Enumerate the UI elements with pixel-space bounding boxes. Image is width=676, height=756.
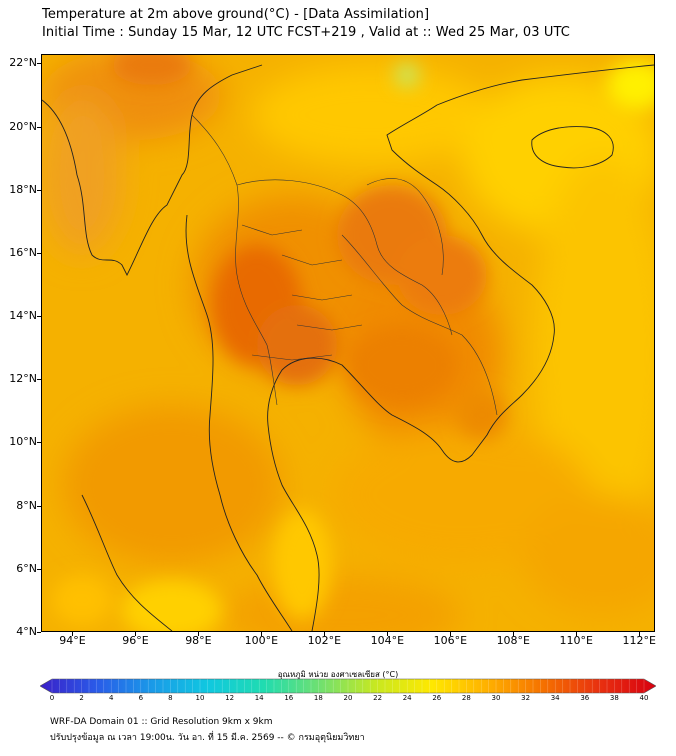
- borders: [191, 114, 498, 416]
- latitude-label: 10°N: [9, 435, 37, 449]
- longitude-label: 102°E: [307, 634, 342, 647]
- colorbar-label: 4: [108, 694, 114, 702]
- latitude-label: 16°N: [9, 245, 37, 259]
- colorbar-label: 30: [491, 694, 501, 702]
- latitude-label: 4°N: [16, 625, 37, 638]
- latitude-tick: [37, 379, 41, 381]
- footer-update-info: ปรับปรุงข้อมูล ณ เวลา 19:00น. วัน อา. ที…: [50, 733, 365, 743]
- chart-subtitle: Initial Time : Sunday 15 Mar, 12 UTC FCS…: [42, 25, 570, 40]
- latitude-tick: [37, 126, 41, 128]
- colorbar-label: 28: [461, 694, 471, 702]
- cool-spots: [52, 60, 654, 631]
- latitude-label: 8°N: [16, 498, 37, 512]
- colorbar-label: 38: [609, 694, 619, 702]
- colorbar-label: 10: [195, 694, 205, 702]
- longitude-tick: [72, 632, 74, 636]
- colorbar-body: [40, 678, 656, 694]
- latitude-tick: [37, 632, 41, 633]
- map-canvas[interactable]: [42, 55, 654, 631]
- colorbar-label: 32: [521, 694, 531, 702]
- longitude-label: 98°E: [185, 634, 212, 647]
- longitude-tick: [576, 632, 578, 636]
- colorbar-label: 40: [639, 694, 649, 702]
- colorbar-ticks: [51, 679, 645, 693]
- longitude-tick: [198, 632, 200, 636]
- latitude-label: 18°N: [9, 182, 37, 196]
- longitude-label: 112°E: [622, 634, 656, 647]
- latitude-tick: [37, 568, 41, 570]
- longitude-label: 110°E: [559, 634, 593, 647]
- longitude-tick: [324, 632, 326, 636]
- temperature-map[interactable]: [41, 54, 655, 632]
- longitude-tick: [450, 632, 452, 636]
- latitude-tick: [37, 63, 41, 65]
- hot-spots: [112, 55, 507, 440]
- colorbar-title: อุณหภูมิ หน่วย องศาเซลเซียส (°C): [277, 670, 399, 679]
- colorbar-label: 22: [373, 694, 383, 702]
- longitude-label: 104°E: [370, 634, 405, 647]
- colorbar: [40, 678, 656, 694]
- colorbar-label: 0: [49, 694, 55, 702]
- longitude-tick: [639, 632, 641, 636]
- longitude-tick: [387, 632, 389, 636]
- colorbar-label: 2: [79, 694, 84, 702]
- latitude-tick: [37, 189, 41, 191]
- colorbar-label: 8: [168, 694, 173, 702]
- longitude-label: 108°E: [496, 634, 531, 647]
- latitude-label: 22°N: [9, 56, 37, 70]
- latitude-tick: [37, 442, 41, 444]
- colorbar-label: 18: [313, 694, 323, 702]
- longitude-label: 106°E: [433, 634, 468, 647]
- colorbar-label: 12: [225, 694, 235, 702]
- colorbar-label: 6: [138, 694, 144, 702]
- chart-title: Temperature at 2m above ground(°C) - [Da…: [42, 7, 430, 22]
- latitude-label: 14°N: [9, 309, 37, 323]
- colorbar-label: 26: [432, 694, 442, 702]
- longitude-label: 96°E: [122, 634, 149, 647]
- colorbar-label: 20: [343, 694, 353, 702]
- latitude-label: 12°N: [9, 372, 37, 386]
- longitude-tick: [513, 632, 515, 636]
- latitude-label: 6°N: [16, 561, 37, 575]
- colorbar-label: 36: [580, 694, 590, 702]
- longitude-label: 100°E: [244, 634, 279, 647]
- latitude-tick: [37, 252, 41, 254]
- colorbar-label: 24: [402, 694, 412, 702]
- latitude-tick: [37, 505, 41, 507]
- colorbar-label: 14: [254, 694, 264, 702]
- longitude-tick: [261, 632, 263, 636]
- latitude-label: 20°N: [9, 119, 37, 133]
- footer-model-info: WRF-DA Domain 01 :: Grid Resolution 9km …: [50, 717, 273, 727]
- latitude-tick: [37, 316, 41, 318]
- longitude-label: 94°E: [59, 634, 86, 647]
- colorbar-label: 16: [284, 694, 294, 702]
- colorbar-label: 34: [550, 694, 560, 702]
- longitude-tick: [135, 632, 137, 636]
